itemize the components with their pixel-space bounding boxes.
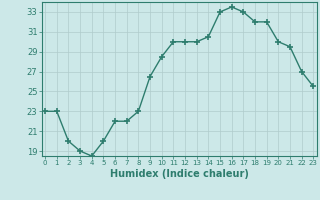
X-axis label: Humidex (Indice chaleur): Humidex (Indice chaleur) [110, 169, 249, 179]
